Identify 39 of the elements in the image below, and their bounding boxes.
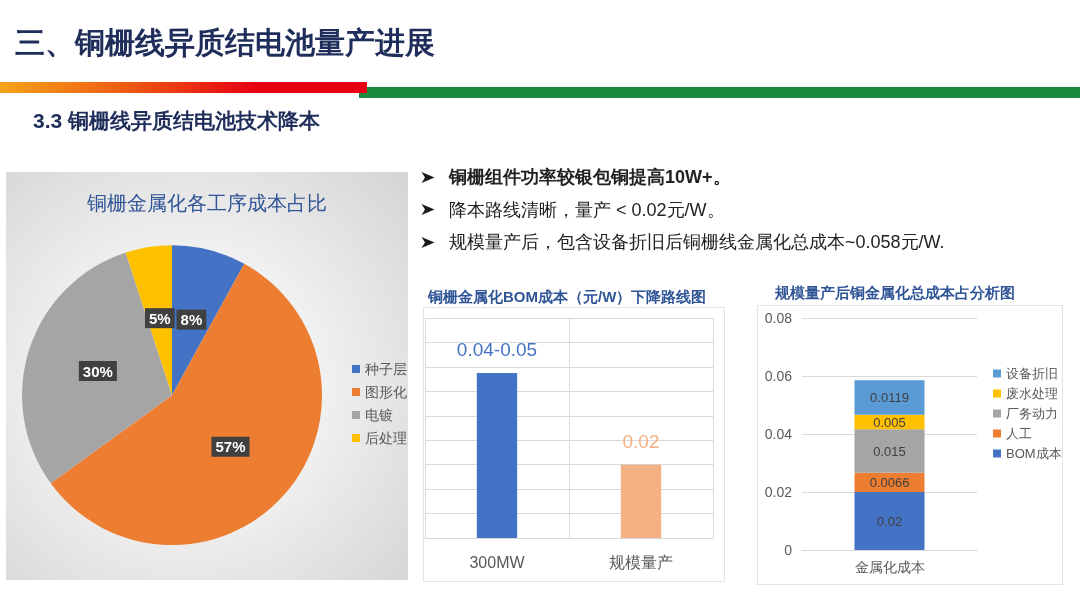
data-label: 0.0066 [869, 474, 910, 490]
bar [854, 429, 925, 473]
data-label: 0.02 [622, 430, 660, 452]
x-tick-label: 规模量产 [609, 553, 673, 571]
y-tick-label: 0.08 [764, 310, 793, 326]
legend-label: 厂务动力 [1006, 406, 1058, 421]
legend-label: 种子层 [365, 361, 407, 377]
chart-title: 铜栅金属化BOM成本（元/W）下降路线图 [427, 288, 707, 305]
text: 降本路线清晰，量产 < 0.02元/W。 [449, 198, 725, 221]
y-tick-label: 0 [784, 542, 793, 558]
data-label: 0.04-0.05 [456, 339, 538, 360]
legend-label: 设备折旧 [1006, 366, 1058, 381]
bar [854, 492, 925, 550]
legend-label: 废水处理 [1006, 386, 1058, 401]
legend-label: BOM成本 [1006, 446, 1062, 461]
data-label: 5% [148, 309, 171, 327]
legend-label: 图形化 [365, 384, 407, 400]
bar [854, 380, 925, 415]
y-tick-label: 0.06 [764, 368, 793, 384]
data-label: 0.02 [876, 513, 903, 529]
legend-label: 后处理 [365, 430, 407, 446]
text: 三、铜栅线异质结电池量产进展 [15, 25, 435, 61]
data-label: 0.005 [873, 414, 906, 430]
x-tick-label: 金属化成本 [854, 559, 925, 575]
data-label: 57% [215, 438, 246, 456]
data-label: 0.0119 [870, 390, 909, 406]
chart-title: 规模量产后铜金属化总成本占分析图 [774, 284, 1015, 301]
data-label: 30% [82, 362, 113, 380]
y-tick-label: 0.02 [764, 484, 793, 500]
text: 3.3 铜栅线异质结电池技术降本 [33, 108, 321, 134]
data-label: 0.015 [873, 443, 906, 459]
y-tick-label: 0.04 [764, 426, 793, 442]
legend-label: 电镀 [365, 407, 393, 423]
legend-label: 人工 [1006, 426, 1032, 441]
data-label: 8% [180, 311, 203, 329]
chart-title: 铜栅金属化各工序成本占比 [86, 192, 327, 214]
text: 规模量产后，包含设备折旧后铜栅线金属化总成本~0.058元/W. [449, 231, 945, 254]
text: 铜栅组件功率较银包铜提高10W+。 [449, 166, 731, 189]
x-tick-label: 300MW [469, 553, 526, 571]
